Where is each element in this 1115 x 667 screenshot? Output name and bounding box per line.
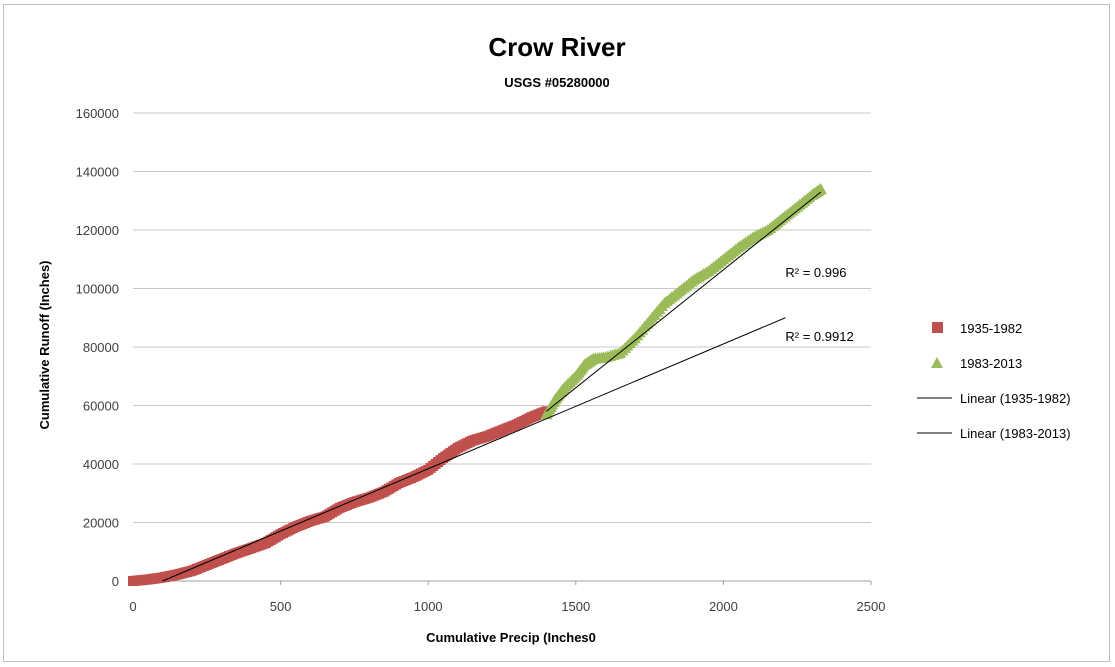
data-layer (128, 183, 827, 586)
r2-label-1983-2013: R² = 0.996 (785, 265, 846, 280)
chart-title: Crow River (488, 32, 625, 62)
legend-label-1935-1982: 1935-1982 (960, 321, 1022, 336)
legend-marker-1935-1982 (932, 322, 943, 333)
chart-subtitle: USGS #05280000 (504, 75, 610, 90)
x-tick-label: 2500 (857, 599, 886, 614)
trend-layer (162, 191, 822, 582)
x-tick-label: 1000 (414, 599, 443, 614)
legend-label-1983-2013: 1983-2013 (960, 356, 1022, 371)
x-tick-label: 2000 (709, 599, 738, 614)
legend-label-linear-1983-2013: Linear (1983-2013) (960, 426, 1071, 441)
y-tick-label: 140000 (76, 165, 119, 180)
legend-label-linear-1935-1982: Linear (1935-1982) (960, 391, 1071, 406)
x-tick-label: 0 (129, 599, 136, 614)
trendline (162, 317, 786, 582)
y-tick-label: 160000 (76, 106, 119, 121)
y-tick-label: 80000 (83, 340, 119, 355)
legend: 1935-1982 1983-2013 Linear (1935-1982) Line… (917, 321, 1071, 441)
legend-marker-1983-2013 (931, 357, 943, 368)
y-tick-label: 0 (112, 574, 119, 589)
x-tick-label: 500 (270, 599, 292, 614)
y-axis-label: Cumulative Runoff (Inches) (37, 260, 52, 429)
x-axis-label: Cumulative Precip (Inches0 (426, 630, 596, 645)
y-tick-label: 40000 (83, 457, 119, 472)
y-tick-label: 20000 (83, 516, 119, 531)
x-tick-label: 1500 (561, 599, 590, 614)
r2-label-1935-1982: R² = 0.9912 (785, 329, 853, 344)
trendline (545, 191, 822, 412)
y-tick-label: 100000 (76, 282, 119, 297)
y-tick-label: 120000 (76, 223, 119, 238)
y-tick-label: 60000 (83, 399, 119, 414)
grid-layer: 0200004000060000800001000001200001400001… (76, 106, 886, 614)
chart-frame (3, 4, 1110, 662)
label-layer: R² = 0.996 R² = 0.9912 (785, 265, 853, 344)
point-1983-2013 (814, 183, 827, 195)
